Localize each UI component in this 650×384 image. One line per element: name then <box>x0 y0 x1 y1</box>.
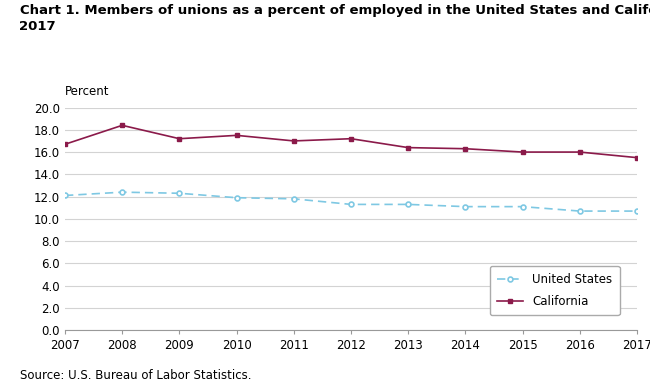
Text: Percent: Percent <box>65 85 109 98</box>
United States <box>576 209 584 214</box>
United States <box>61 193 69 198</box>
United States <box>118 190 126 194</box>
United States <box>404 202 412 207</box>
California <box>576 150 584 154</box>
California <box>347 136 355 141</box>
Line: California: California <box>62 123 640 160</box>
Text: Source: U.S. Bureau of Labor Statistics.: Source: U.S. Bureau of Labor Statistics. <box>20 369 251 382</box>
California <box>118 123 126 127</box>
Legend: United States, California: United States, California <box>490 266 619 315</box>
United States <box>519 204 526 209</box>
California <box>404 145 412 150</box>
United States <box>462 204 469 209</box>
United States <box>290 197 298 201</box>
United States <box>633 209 641 214</box>
California <box>462 146 469 151</box>
California <box>61 142 69 147</box>
United States <box>176 191 183 195</box>
California <box>519 150 526 154</box>
California <box>290 139 298 143</box>
California <box>233 133 240 137</box>
Line: United States: United States <box>62 190 640 214</box>
California <box>633 155 641 160</box>
United States <box>233 195 240 200</box>
Text: Chart 1. Members of unions as a percent of employed in the United States and Cal: Chart 1. Members of unions as a percent … <box>20 4 650 33</box>
California <box>176 136 183 141</box>
United States <box>347 202 355 207</box>
